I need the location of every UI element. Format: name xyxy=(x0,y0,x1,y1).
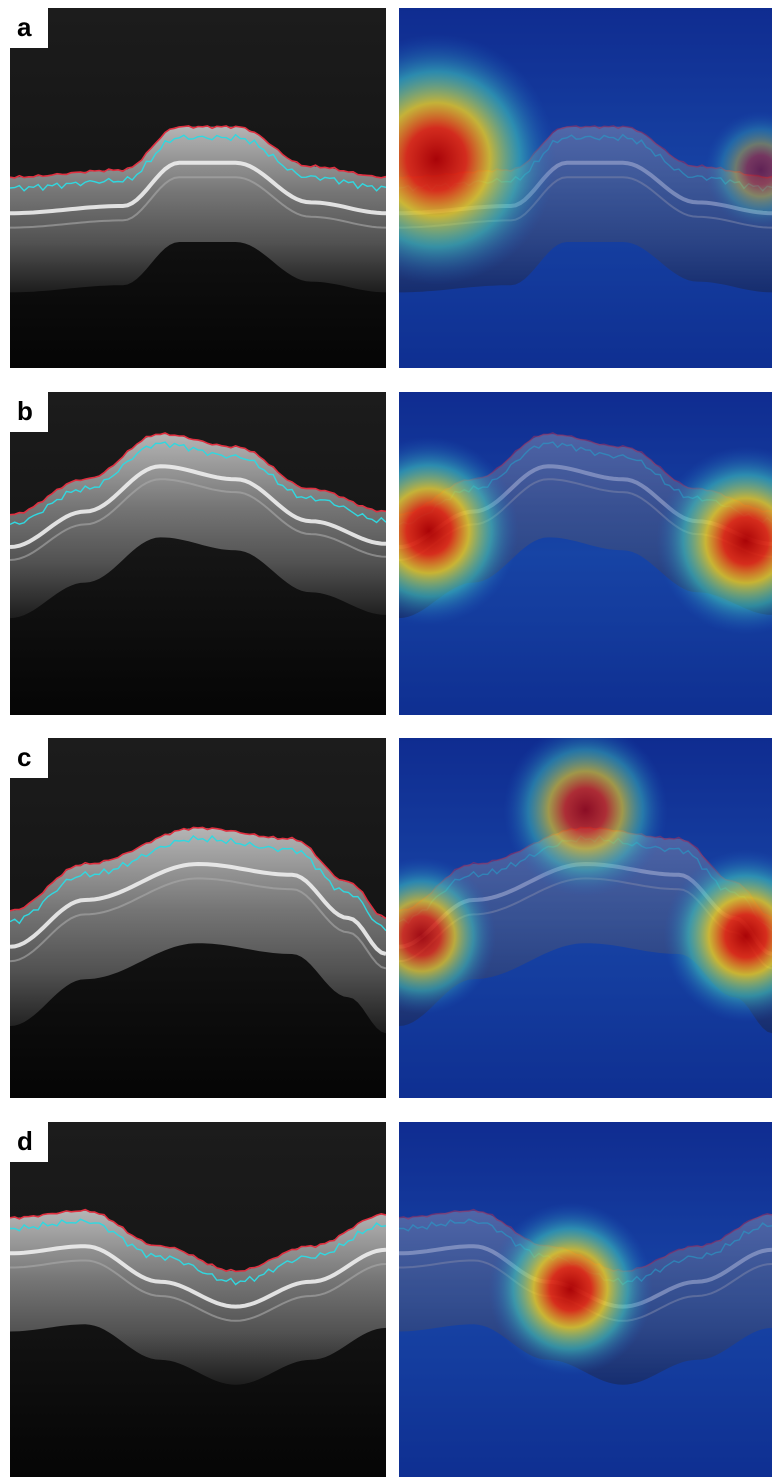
figure: a b c d xyxy=(0,0,772,1477)
heat-blob xyxy=(489,1203,653,1375)
heatmap-panel xyxy=(347,724,772,1098)
oct-panel xyxy=(10,392,386,715)
heat-blob xyxy=(503,724,667,896)
heatmap-panel xyxy=(399,1122,772,1477)
panel-label: a xyxy=(17,12,32,42)
panel-label: b xyxy=(17,396,33,426)
oct-panel xyxy=(10,738,386,1098)
oct-panel xyxy=(10,1122,386,1477)
heatmap-panel xyxy=(339,392,772,715)
panel-label: d xyxy=(17,1126,33,1156)
oct-panel xyxy=(10,8,386,368)
panel-label: c xyxy=(17,742,31,772)
page: abcd (() => { const data = JSON.parse(do… xyxy=(0,0,772,1477)
